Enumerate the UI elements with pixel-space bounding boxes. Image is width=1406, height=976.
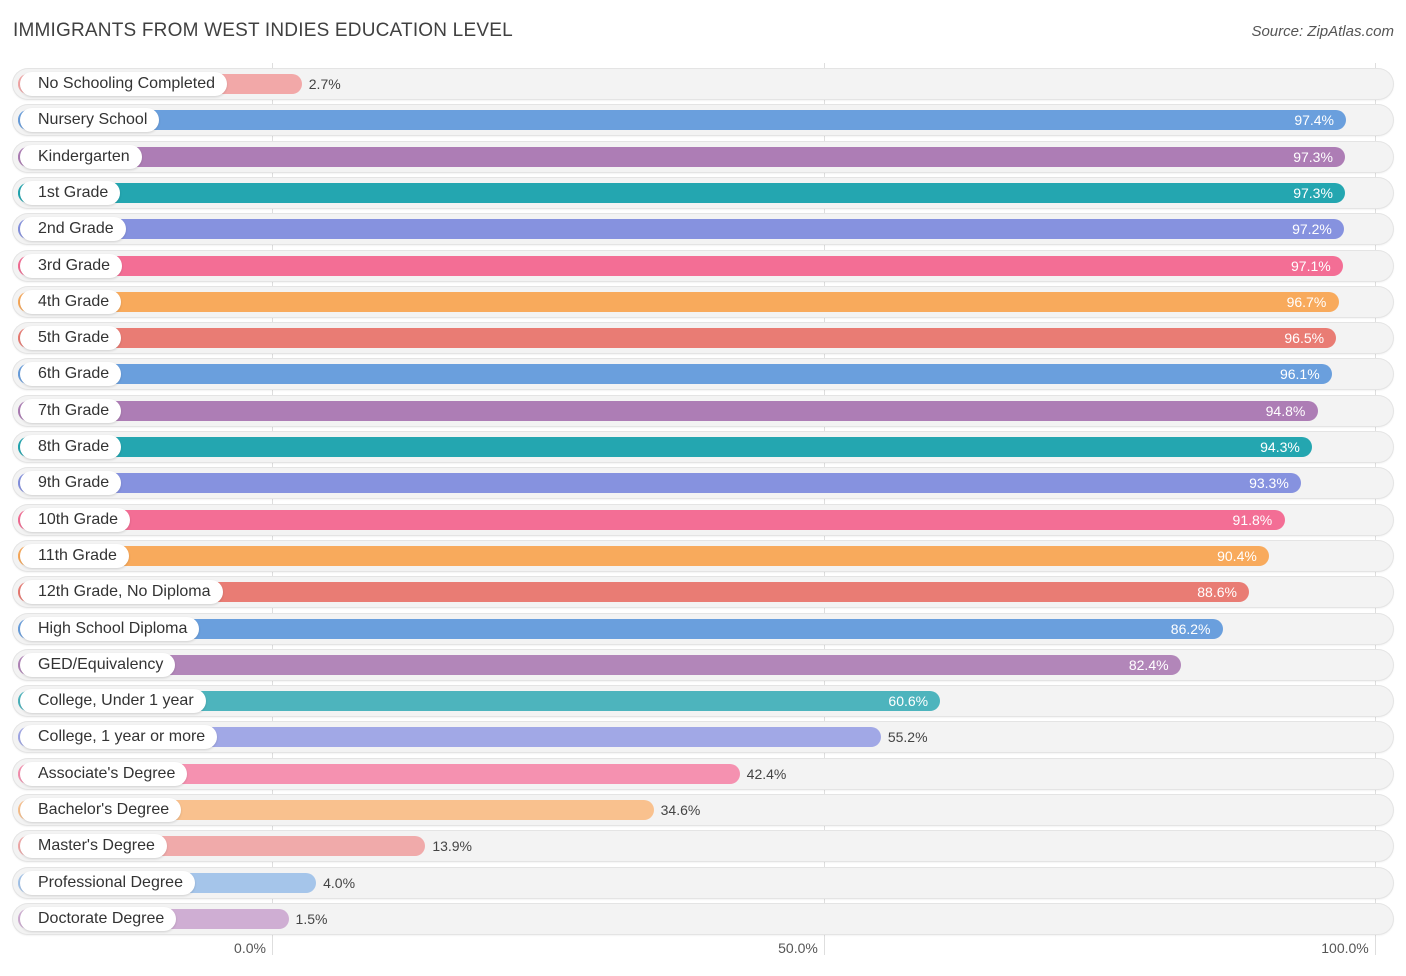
category-label: Professional Degree [20, 871, 195, 895]
bar-row: 8th Grade 94.3% [13, 432, 1393, 462]
bar-row: 9th Grade 93.3% [13, 468, 1393, 498]
category-label: Master's Degree [20, 834, 167, 858]
category-label: Doctorate Degree [20, 907, 177, 931]
bar-row: 6th Grade 96.1% [13, 359, 1393, 389]
value-label: 96.5% [1284, 330, 1325, 346]
bar[interactable] [18, 437, 1313, 457]
bar[interactable] [18, 727, 881, 747]
category-label: 2nd Grade [20, 217, 126, 241]
bar[interactable] [18, 401, 1318, 421]
bar-row: Kindergarten 97.3% [13, 142, 1393, 172]
category-label: No Schooling Completed [20, 72, 227, 96]
bar[interactable] [18, 183, 1346, 203]
value-label: 1.5% [295, 911, 328, 927]
chart-source: Source: ZipAtlas.com [1251, 23, 1394, 40]
bar[interactable] [18, 219, 1345, 239]
value-label: 96.1% [1279, 366, 1320, 382]
bar-row: 11th Grade 90.4% [13, 541, 1393, 571]
category-label: Nursery School [20, 108, 160, 132]
bar-row: Nursery School 97.4% [13, 105, 1393, 135]
value-label: 2.7% [308, 76, 341, 92]
category-label: College, Under 1 year [20, 689, 206, 713]
value-label: 90.4% [1217, 548, 1257, 564]
x-tick-label: 100.0% [1321, 940, 1369, 956]
bar[interactable] [18, 546, 1270, 566]
bar-row: Bachelor's Degree 34.6% [13, 795, 1393, 825]
x-tick-label: 50.0% [778, 940, 818, 956]
bar-row: 2nd Grade 97.2% [13, 214, 1393, 244]
value-label: 88.6% [1197, 584, 1237, 600]
category-label: 9th Grade [20, 471, 122, 495]
bar-row: Master's Degree 13.9% [13, 831, 1393, 861]
bar-row: Professional Degree 4.0% [13, 868, 1393, 898]
bar-row: No Schooling Completed 2.7% [13, 69, 1393, 99]
category-label: GED/Equivalency [20, 653, 176, 677]
bar-row: 10th Grade 91.8% [13, 505, 1393, 535]
value-label: 93.3% [1249, 475, 1289, 491]
bar[interactable] [18, 147, 1346, 167]
value-label: 94.3% [1260, 439, 1300, 455]
x-tick-label: 0.0% [234, 940, 266, 956]
bar[interactable] [18, 655, 1181, 675]
value-label: 13.9% [432, 838, 473, 854]
category-label: 12th Grade, No Diploma [20, 580, 223, 604]
bar[interactable] [18, 691, 941, 711]
bar[interactable] [18, 292, 1339, 312]
bar-row: High School Diploma 86.2% [13, 614, 1393, 644]
bar-row: GED/Equivalency 82.4% [13, 650, 1393, 680]
value-label: 4.0% [323, 875, 356, 891]
value-label: 91.8% [1232, 512, 1273, 528]
category-label: College, 1 year or more [20, 725, 218, 749]
bar-row: College, Under 1 year 60.6% [13, 686, 1393, 716]
bar[interactable] [18, 582, 1250, 602]
category-label: 5th Grade [20, 326, 122, 350]
bar-row: Doctorate Degree 1.5% [13, 904, 1393, 934]
value-label: 97.2% [1292, 221, 1332, 237]
value-label: 97.1% [1291, 258, 1331, 274]
value-label: 34.6% [660, 802, 701, 818]
category-label: 11th Grade [20, 544, 129, 568]
category-label: 1st Grade [20, 181, 121, 205]
bar[interactable] [18, 619, 1223, 639]
value-label: 97.3% [1293, 185, 1333, 201]
category-label: Associate's Degree [20, 762, 188, 786]
bar[interactable] [18, 110, 1347, 130]
value-label: 42.4% [746, 766, 787, 782]
category-label: Kindergarten [20, 145, 142, 169]
value-label: 86.2% [1170, 621, 1211, 637]
category-label: 3rd Grade [20, 254, 123, 278]
bar[interactable] [18, 510, 1285, 530]
bar[interactable] [18, 364, 1332, 384]
value-label: 82.4% [1128, 657, 1169, 673]
bar-row: 3rd Grade 97.1% [13, 251, 1393, 281]
value-label: 97.4% [1294, 112, 1335, 128]
bar-row: Associate's Degree 42.4% [13, 759, 1393, 789]
value-label: 60.6% [888, 693, 929, 709]
value-label: 55.2% [887, 729, 928, 745]
bar-row: 5th Grade 96.5% [13, 323, 1393, 353]
bar[interactable] [18, 473, 1302, 493]
category-label: 10th Grade [20, 508, 131, 532]
value-label: 97.3% [1293, 149, 1333, 165]
category-label: 4th Grade [20, 290, 122, 314]
bar[interactable] [18, 764, 740, 784]
category-label: 7th Grade [20, 399, 122, 423]
bar-row: 4th Grade 96.7% [13, 287, 1393, 317]
chart-title: IMMIGRANTS FROM WEST INDIES EDUCATION LE… [13, 20, 513, 41]
value-label: 94.8% [1265, 403, 1306, 419]
bar[interactable] [18, 256, 1343, 276]
category-label: 6th Grade [20, 362, 122, 386]
category-label: 8th Grade [20, 435, 122, 459]
category-label: Bachelor's Degree [20, 798, 182, 822]
value-label: 96.7% [1286, 294, 1327, 310]
bar-row: 1st Grade 97.3% [13, 178, 1393, 208]
category-label: High School Diploma [20, 617, 200, 641]
bar[interactable] [18, 328, 1337, 348]
bar-row: 12th Grade, No Diploma 88.6% [13, 577, 1393, 607]
bar-row: 7th Grade 94.8% [13, 396, 1393, 426]
bar-row: College, 1 year or more 55.2% [13, 722, 1393, 752]
